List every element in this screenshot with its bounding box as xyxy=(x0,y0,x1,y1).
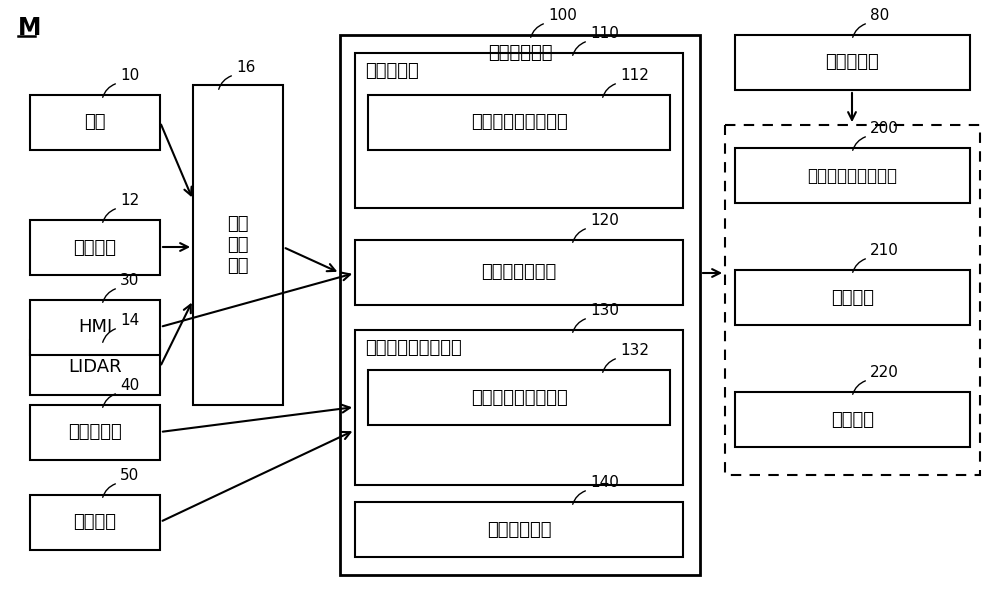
Bar xyxy=(30,300,160,355)
Text: 210: 210 xyxy=(870,243,899,258)
Bar xyxy=(735,35,970,90)
Bar xyxy=(368,95,670,150)
Text: 120: 120 xyxy=(590,213,619,228)
Text: 导航装置: 导航装置 xyxy=(74,514,116,532)
Bar xyxy=(30,220,160,275)
Bar xyxy=(30,340,160,395)
Bar xyxy=(355,53,683,208)
Text: 10: 10 xyxy=(120,68,139,83)
Text: 雷达装置: 雷达装置 xyxy=(74,238,116,256)
Text: 16: 16 xyxy=(236,60,255,75)
Text: 132: 132 xyxy=(620,343,649,358)
Bar xyxy=(355,240,683,305)
Text: 转向躲避控制部: 转向躲避控制部 xyxy=(481,264,557,282)
Bar xyxy=(340,35,700,575)
Bar xyxy=(735,392,970,447)
Text: 50: 50 xyxy=(120,468,139,483)
Text: HMI: HMI xyxy=(78,318,112,337)
Text: 划分线识别部: 划分线识别部 xyxy=(487,521,551,539)
Text: 驾驶支援装置: 驾驶支援装置 xyxy=(488,44,552,62)
Bar xyxy=(30,95,160,150)
Text: 112: 112 xyxy=(620,68,649,83)
Text: 110: 110 xyxy=(590,26,619,41)
Bar xyxy=(735,270,970,325)
Text: 制动装置: 制动装置 xyxy=(831,288,874,306)
Text: 220: 220 xyxy=(870,365,899,380)
Text: 14: 14 xyxy=(120,313,139,328)
Bar xyxy=(368,370,670,425)
Bar xyxy=(735,148,970,203)
Bar xyxy=(355,502,683,557)
Bar xyxy=(193,85,283,405)
Text: 物体
识别
装置: 物体 识别 装置 xyxy=(227,215,249,275)
Text: 转向装置: 转向装置 xyxy=(831,411,874,429)
Text: M: M xyxy=(18,16,41,40)
Bar xyxy=(355,330,683,485)
Text: 第二预备动作控制部: 第二预备动作控制部 xyxy=(365,339,462,357)
Text: 制动控制部: 制动控制部 xyxy=(365,62,419,80)
Bar xyxy=(30,405,160,460)
Text: 可否转向躲避判定部: 可否转向躲避判定部 xyxy=(471,388,567,406)
Bar xyxy=(30,495,160,550)
Text: LIDAR: LIDAR xyxy=(68,359,122,376)
Text: 驾驶操作件: 驾驶操作件 xyxy=(826,54,879,72)
Text: 80: 80 xyxy=(870,8,889,23)
Bar xyxy=(725,125,980,475)
Text: 130: 130 xyxy=(590,303,619,318)
Text: 30: 30 xyxy=(120,273,139,288)
Text: 40: 40 xyxy=(120,378,139,393)
Text: 140: 140 xyxy=(590,475,619,490)
Text: 车辆传感器: 车辆传感器 xyxy=(68,423,122,441)
Text: 200: 200 xyxy=(870,121,899,136)
Text: 第一预备动作控制部: 第一预备动作控制部 xyxy=(471,114,567,131)
Text: 行驶驱动力输出装置: 行驶驱动力输出装置 xyxy=(808,167,898,184)
Text: 12: 12 xyxy=(120,193,139,208)
Text: 100: 100 xyxy=(548,8,577,23)
Text: 相机: 相机 xyxy=(84,114,106,131)
